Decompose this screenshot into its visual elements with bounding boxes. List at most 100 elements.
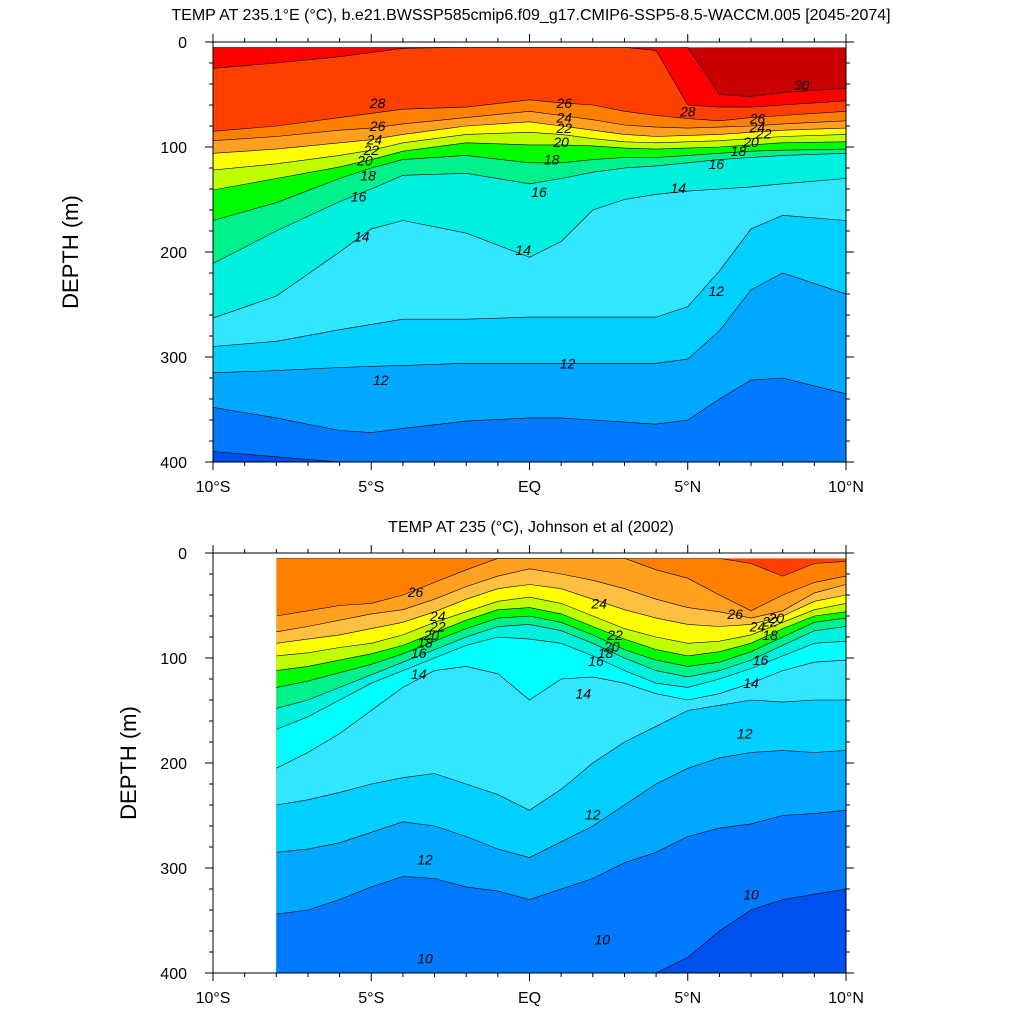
contour-label: 30 bbox=[794, 77, 810, 93]
y-tick-label: 100 bbox=[160, 651, 187, 668]
isotherm-line bbox=[276, 615, 846, 688]
contour-label: 20 bbox=[768, 610, 785, 626]
y-tick-label: 200 bbox=[160, 245, 187, 262]
y-tick-label: 0 bbox=[178, 546, 187, 563]
x-tick-label: EQ bbox=[518, 479, 541, 496]
temperature-band bbox=[213, 378, 846, 462]
contour-label: 24 bbox=[749, 619, 766, 635]
x-tick-label: 10°S bbox=[196, 479, 231, 496]
y-tick-label: 0 bbox=[178, 35, 187, 52]
contour-label: 26 bbox=[726, 606, 743, 622]
temperature-band bbox=[213, 273, 846, 462]
contour-label: 22 bbox=[606, 627, 623, 643]
x-tick-label: 5°N bbox=[674, 479, 701, 496]
contour-label: 20 bbox=[423, 627, 440, 643]
contour-label: 12 bbox=[417, 852, 433, 868]
isotherm-line bbox=[213, 110, 846, 141]
contour-label: 26 bbox=[407, 584, 424, 600]
isotherm-line bbox=[276, 607, 846, 671]
isotherm-line bbox=[213, 153, 846, 264]
isotherm-line bbox=[213, 272, 846, 374]
contour-label: 24 bbox=[590, 595, 607, 611]
isotherm-line bbox=[276, 659, 846, 769]
isotherm-line bbox=[213, 148, 846, 221]
contour-label: 14 bbox=[576, 686, 592, 702]
contour-label: 26 bbox=[556, 95, 573, 111]
isotherm-line bbox=[276, 558, 846, 617]
contour-label: 16 bbox=[588, 653, 604, 669]
isotherm-line bbox=[213, 178, 846, 319]
contour-label: 28 bbox=[679, 103, 696, 119]
axes-frame: 10°S 5°S EQ 5°N 10°N 0 100 200 300 400 bbox=[160, 545, 864, 1007]
contour-label: 20 bbox=[742, 134, 759, 150]
temperature-band bbox=[276, 810, 846, 973]
contour-label: 10 bbox=[595, 931, 611, 947]
contour-label: 16 bbox=[531, 184, 547, 200]
contour-label: 14 bbox=[411, 666, 427, 682]
contour-label: 24 bbox=[556, 110, 573, 126]
y-tick-label: 400 bbox=[160, 455, 187, 472]
contour-label: 24 bbox=[366, 132, 383, 148]
panel-title: TEMP AT 235.1°E (°C), b.e21.BWSSP585cmip… bbox=[171, 7, 890, 24]
isotherm-line bbox=[276, 596, 846, 657]
panel-johnson-2002: TEMP AT 235 (°C), Johnson et al (2002) D… bbox=[116, 519, 864, 1007]
contour-label: 14 bbox=[515, 242, 531, 258]
contour-line-layer bbox=[276, 558, 846, 973]
contour-fill-layer bbox=[213, 47, 846, 462]
x-tick-label: 5°S bbox=[358, 990, 384, 1007]
isotherm-line bbox=[276, 699, 846, 811]
contour-label: 18 bbox=[360, 167, 376, 183]
y-tick-label: 300 bbox=[160, 350, 187, 367]
isotherm-line bbox=[213, 99, 846, 132]
contour-label: 10 bbox=[417, 950, 433, 966]
contour-label: 14 bbox=[743, 675, 759, 691]
contour-label: 18 bbox=[544, 152, 560, 168]
contour-line-layer bbox=[213, 47, 846, 462]
contour-label: 20 bbox=[603, 638, 620, 654]
contour-label: 22 bbox=[429, 619, 446, 635]
y-tick-label: 300 bbox=[160, 861, 187, 878]
isotherm-line bbox=[213, 47, 846, 108]
contour-label: 28 bbox=[369, 95, 386, 111]
isotherm-line bbox=[276, 636, 846, 730]
contour-label-layer: 2826242220181614122624222018161412142830… bbox=[351, 77, 810, 388]
isotherm-line bbox=[213, 121, 846, 154]
isotherm-line bbox=[276, 624, 846, 709]
contour-label: 22 bbox=[362, 142, 379, 158]
y-axis-label: DEPTH (m) bbox=[116, 706, 141, 820]
isotherm-line bbox=[276, 584, 846, 644]
contour-label: 26 bbox=[749, 111, 766, 127]
contour-label: 10 bbox=[743, 886, 759, 902]
contour-label: 20 bbox=[552, 134, 569, 150]
isotherm-line bbox=[213, 131, 846, 171]
contour-label: 16 bbox=[411, 645, 427, 661]
axes-frame: 10°S 5°S EQ 5°N 10°N 0 100 200 300 400 bbox=[160, 34, 864, 496]
y-axis-label: DEPTH (m) bbox=[58, 195, 83, 309]
contour-label: 24 bbox=[749, 119, 766, 135]
x-tick-label: 10°S bbox=[196, 990, 231, 1007]
isotherm-line bbox=[213, 377, 846, 433]
contour-label: 18 bbox=[762, 627, 778, 643]
isotherm-line bbox=[276, 750, 846, 858]
contour-label: 12 bbox=[560, 355, 576, 371]
contour-fill-layer bbox=[276, 558, 846, 973]
contour-label: 16 bbox=[753, 652, 769, 668]
x-tick-label: 10°N bbox=[828, 990, 864, 1007]
contour-label: 12 bbox=[585, 806, 601, 822]
contour-label: 26 bbox=[369, 118, 386, 134]
contour-label: 18 bbox=[598, 645, 614, 661]
temperature-band bbox=[276, 889, 846, 973]
contour-label: 12 bbox=[373, 372, 389, 388]
isotherm-line bbox=[276, 888, 846, 973]
contour-label-layer: 2624222018161412102422201816141210262422… bbox=[407, 584, 785, 966]
contour-label: 14 bbox=[354, 228, 370, 244]
panel-model-ssp585: TEMP AT 235.1°E (°C), b.e21.BWSSP585cmip… bbox=[58, 7, 891, 496]
y-tick-label: 400 bbox=[160, 966, 187, 983]
contour-label: 12 bbox=[708, 283, 724, 299]
isotherm-line bbox=[276, 810, 846, 915]
y-tick-label: 100 bbox=[160, 140, 187, 157]
contour-label: 22 bbox=[755, 125, 772, 141]
contour-label: 14 bbox=[670, 180, 686, 196]
isotherm-line bbox=[213, 141, 846, 191]
